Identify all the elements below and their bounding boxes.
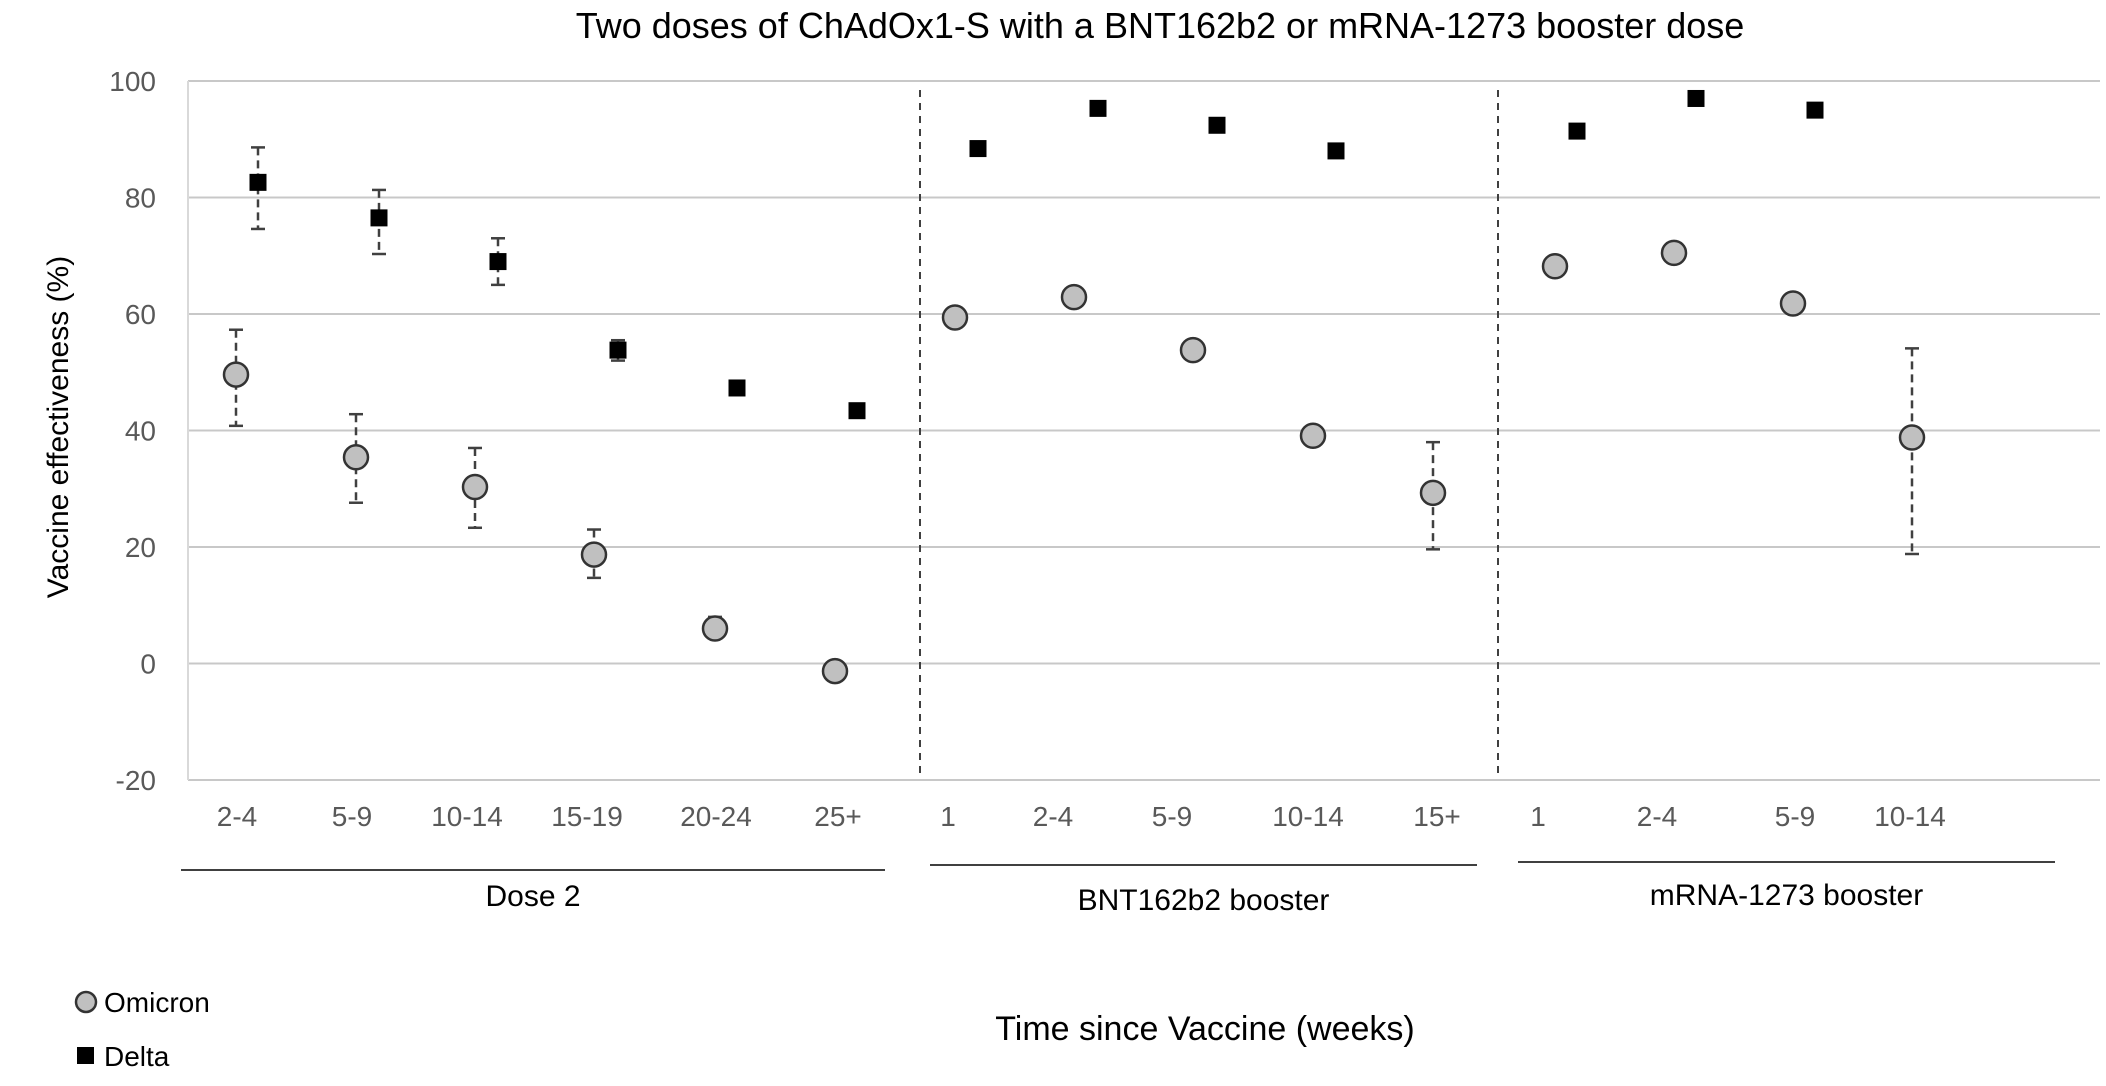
x-tick-label: 25+ xyxy=(814,801,862,832)
legend: Omicron Delta xyxy=(74,987,210,1072)
x-tick-label: 5-9 xyxy=(332,801,372,832)
delta-point xyxy=(370,209,388,227)
x-tick-label: 15+ xyxy=(1413,801,1461,832)
legend-omicron-marker xyxy=(74,990,98,1014)
y-axis: -20 0 20 40 60 80 100 xyxy=(109,66,189,796)
omicron-point xyxy=(1179,336,1207,364)
x-tick-label: 10-14 xyxy=(1272,801,1344,832)
group-brackets: Dose 2 BNT162b2 booster mRNA-1273 booster xyxy=(181,861,2055,917)
delta-point xyxy=(848,402,866,420)
y-axis-title: Vaccine effectiveness (%) xyxy=(42,256,75,598)
y-tick-label: 20 xyxy=(125,532,156,563)
delta-point xyxy=(728,379,746,397)
delta-point xyxy=(969,140,987,158)
x-tick-label: 20-24 xyxy=(680,801,752,832)
delta-point xyxy=(1687,89,1705,107)
omicron-point xyxy=(1660,239,1688,267)
data-points xyxy=(222,89,1926,685)
x-tick-label: 2-4 xyxy=(1033,801,1073,832)
x-axis-title: Time since Vaccine (weeks) xyxy=(995,1010,1414,1048)
omicron-point xyxy=(342,444,370,471)
y-tick-label: 0 xyxy=(140,649,156,680)
group-dividers xyxy=(919,90,1499,775)
chart-title: Two doses of ChAdOx1-S with a BNT162b2 o… xyxy=(576,5,1745,46)
omicron-point xyxy=(1779,290,1807,317)
group-label: BNT162b2 booster xyxy=(1078,884,1330,917)
x-axis-categories: 2-4 5-9 10-14 15-19 20-24 25+ 1 2-4 5-9 10-14 15+ 1… xyxy=(217,801,1946,832)
omicron-point xyxy=(941,304,969,331)
x-tick-label: 5-9 xyxy=(1775,801,1815,832)
omicron-point xyxy=(1419,479,1447,507)
group-label: Dose 2 xyxy=(485,880,580,913)
omicron-point xyxy=(821,657,849,685)
y-tick-label: 100 xyxy=(109,66,156,97)
delta-point xyxy=(1208,116,1226,134)
delta-point xyxy=(609,341,627,359)
x-tick-label: 2-4 xyxy=(217,801,257,832)
x-tick-label: 15-19 xyxy=(551,801,623,832)
omicron-point xyxy=(461,473,489,501)
y-tick-label: -20 xyxy=(116,765,156,796)
delta-point xyxy=(249,173,267,191)
group-label: mRNA-1273 booster xyxy=(1650,879,1923,912)
delta-point xyxy=(1327,142,1345,160)
omicron-point xyxy=(1541,252,1569,280)
omicron-point xyxy=(1299,422,1327,449)
omicron-point xyxy=(1060,283,1088,311)
x-tick-label: 2-4 xyxy=(1637,801,1677,832)
legend-delta-marker xyxy=(77,1047,94,1064)
x-tick-label: 5-9 xyxy=(1152,801,1192,832)
x-tick-label: 1 xyxy=(1530,801,1546,832)
delta-point xyxy=(1568,122,1586,140)
legend-delta-label: Delta xyxy=(104,1041,170,1072)
omicron-point xyxy=(1898,424,1926,451)
y-tick-label: 60 xyxy=(125,299,156,330)
delta-point xyxy=(489,253,507,271)
y-tick-label: 40 xyxy=(125,416,156,447)
omicron-point xyxy=(222,361,250,388)
omicron-point xyxy=(580,541,608,568)
x-tick-label: 10-14 xyxy=(431,801,503,832)
x-tick-label: 1 xyxy=(940,801,956,832)
error-bars xyxy=(229,146,1919,636)
delta-point xyxy=(1806,101,1824,119)
omicron-point xyxy=(701,615,729,642)
gridlines xyxy=(188,80,2100,781)
delta-point xyxy=(1089,99,1107,117)
x-tick-label: 10-14 xyxy=(1874,801,1946,832)
y-tick-label: 80 xyxy=(125,183,156,214)
legend-omicron-label: Omicron xyxy=(104,987,210,1018)
